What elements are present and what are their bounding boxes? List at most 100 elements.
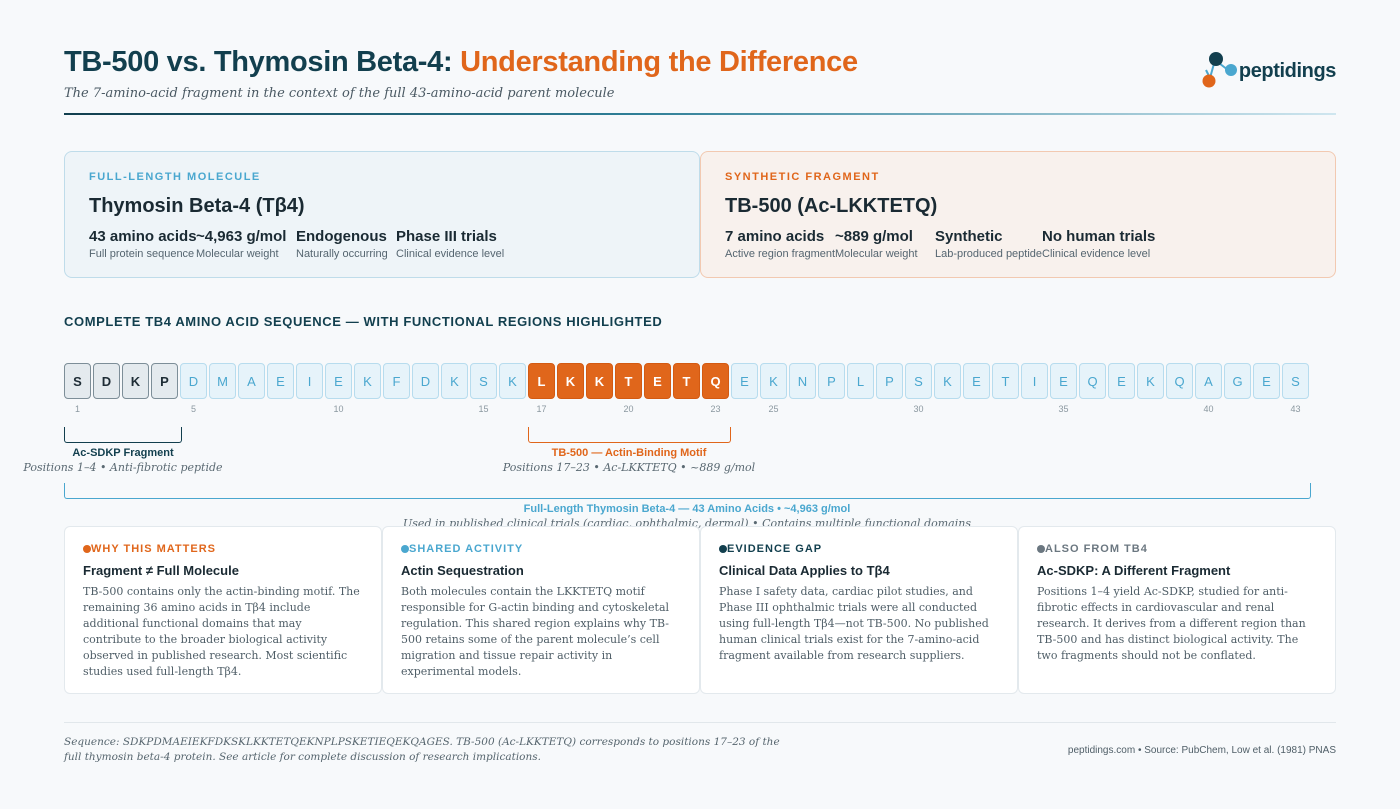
stat: Phase III trials Clinical evidence level	[396, 228, 526, 260]
info-body: Phase I safety data, cardiac pilot studi…	[719, 585, 989, 662]
card-synthetic-fragment: SYNTHETIC FRAGMENT TB-500 (Ac-LKKTETQ) 7…	[700, 151, 1336, 278]
title-main: TB-500 vs. Thymosin Beta-4:	[64, 46, 461, 78]
info-eyebrow: WHY THIS MATTERS	[83, 543, 363, 555]
title-accent: Understanding the Difference	[460, 46, 858, 78]
info-eyebrow-text: SHARED ACTIVITY	[409, 543, 524, 555]
position-label: 30	[913, 404, 924, 414]
position-label: 40	[1203, 404, 1214, 414]
amino-acid-residue: G	[1224, 363, 1251, 399]
position-label: 15	[478, 404, 489, 414]
amino-acid-residue: Q	[1166, 363, 1193, 399]
stat-label: Lab-produced peptide	[935, 248, 1043, 260]
stat: No human trials Clinical evidence level	[1042, 228, 1172, 260]
info-title: Actin Sequestration	[401, 563, 524, 578]
amino-acid-residue: D	[93, 363, 120, 399]
info-body: TB-500 contains only the actin-binding m…	[83, 585, 360, 678]
stat: 43 amino acids Full protein sequence	[89, 228, 197, 260]
position-label: 23	[710, 404, 721, 414]
info-title: Clinical Data Applies to Tβ4	[719, 563, 890, 578]
amino-acid-residue: D	[180, 363, 207, 399]
card-eyebrow: FULL-LENGTH MOLECULE	[89, 171, 261, 183]
info-eyebrow-text: WHY THIS MATTERS	[91, 543, 216, 555]
position-label: 43	[1290, 404, 1301, 414]
info-eyebrow: SHARED ACTIVITY	[401, 543, 681, 555]
amino-acid-residue: M	[209, 363, 236, 399]
amino-acid-residue: E	[1108, 363, 1135, 399]
info-card-evidence-gap: EVIDENCE GAP Clinical Data Applies to Tβ…	[700, 526, 1018, 694]
stat-value: 7 amino acids	[725, 228, 825, 245]
stat-label: Active region fragment	[725, 248, 836, 260]
amino-acid-residue: K	[586, 363, 613, 399]
amino-acid-residue: P	[818, 363, 845, 399]
comparison-cards: FULL-LENGTH MOLECULE Thymosin Beta-4 (Tβ…	[64, 151, 1336, 278]
stat-label: Clinical evidence level	[396, 248, 505, 260]
info-eyebrow-text: EVIDENCE GAP	[727, 543, 823, 555]
stat-label: Molecular weight	[835, 248, 918, 260]
position-label: 20	[623, 404, 634, 414]
info-card-shared-activity: SHARED ACTIVITY Actin Sequestration Both…	[382, 526, 700, 694]
amino-acid-residue: K	[1137, 363, 1164, 399]
tb500-label: TB-500 — Actin-Binding Motif	[551, 447, 707, 459]
position-label: 1	[74, 404, 80, 414]
card-stats: 7 amino acids Active region fragment ~88…	[725, 228, 1311, 260]
amino-acid-residue: S	[64, 363, 91, 399]
stat-value: ~889 g/mol	[835, 228, 913, 245]
amino-acid-residue: K	[760, 363, 787, 399]
amino-acid-residue: K	[557, 363, 584, 399]
position-label: 10	[333, 404, 344, 414]
stat-label: Naturally occurring	[296, 248, 388, 260]
amino-acid-residue: S	[1282, 363, 1309, 399]
tb500-bracket	[528, 427, 731, 443]
stat-value: 43 amino acids	[89, 228, 197, 245]
position-label: 5	[190, 404, 196, 414]
header: TB-500 vs. Thymosin Beta-4: Understandin…	[64, 46, 1336, 116]
amino-acid-residue: Q	[702, 363, 729, 399]
info-card-also-from-tb4: ALSO FROM TB4 Ac-SDKP: A Different Fragm…	[1018, 526, 1336, 694]
amino-acid-residue: L	[847, 363, 874, 399]
amino-acid-residue: E	[1050, 363, 1077, 399]
footer-source: peptidings.com • Source: PubChem, Low et…	[1067, 745, 1336, 756]
bullet-dot-icon	[1037, 545, 1045, 553]
info-title: Ac-SDKP: A Different Fragment	[1037, 563, 1231, 578]
amino-acid-residue: D	[412, 363, 439, 399]
amino-acid-residue: T	[992, 363, 1019, 399]
amino-acid-residue: K	[354, 363, 381, 399]
stat: Synthetic Lab-produced peptide	[935, 228, 1042, 260]
amino-acid-residue: K	[441, 363, 468, 399]
position-label: 35	[1058, 404, 1069, 414]
amino-acid-residue: I	[1021, 363, 1048, 399]
stat-value: ~4,963 g/mol	[196, 228, 287, 245]
amino-acid-residue: A	[238, 363, 265, 399]
amino-acid-residue: E	[644, 363, 671, 399]
amino-acid-residue: T	[615, 363, 642, 399]
amino-acid-residue: F	[383, 363, 410, 399]
page-title: TB-500 vs. Thymosin Beta-4: Understandin…	[64, 46, 1336, 79]
sdkp-sublabel: Positions 1–4 • Anti-fibrotic peptide	[23, 461, 223, 474]
stat: Endogenous Naturally occurring	[296, 228, 396, 260]
header-divider	[64, 113, 1336, 115]
logo: peptidings	[1201, 50, 1336, 90]
amino-acid-residue: E	[325, 363, 352, 399]
amino-acid-residue: K	[122, 363, 149, 399]
stat-label: Molecular weight	[196, 248, 279, 260]
molecule-logo-icon	[1202, 52, 1237, 88]
amino-acid-residue: A	[1195, 363, 1222, 399]
info-eyebrow-text: ALSO FROM TB4	[1045, 543, 1148, 555]
card-title: Thymosin Beta-4 (Tβ4)	[89, 195, 305, 217]
stat-value: Endogenous	[296, 228, 387, 245]
stat-value: Phase III trials	[396, 228, 497, 245]
logo-text: peptidings	[1238, 59, 1337, 82]
page-subtitle: The 7-amino-acid fragment in the context…	[64, 86, 615, 101]
bullet-dot-icon	[401, 545, 409, 553]
card-eyebrow: SYNTHETIC FRAGMENT	[725, 171, 880, 183]
amino-acid-residue: E	[267, 363, 294, 399]
footer-divider	[64, 722, 1336, 723]
card-full-length: FULL-LENGTH MOLECULE Thymosin Beta-4 (Tβ…	[64, 151, 700, 278]
stat: ~4,963 g/mol Molecular weight	[196, 228, 296, 260]
info-eyebrow: EVIDENCE GAP	[719, 543, 999, 555]
amino-acid-residue: E	[1253, 363, 1280, 399]
stat-label: Clinical evidence level	[1042, 248, 1151, 260]
sdkp-label: Ac-SDKP Fragment	[72, 447, 174, 459]
card-title: TB-500 (Ac-LKKTETQ)	[725, 195, 938, 217]
amino-acid-residue: I	[296, 363, 323, 399]
